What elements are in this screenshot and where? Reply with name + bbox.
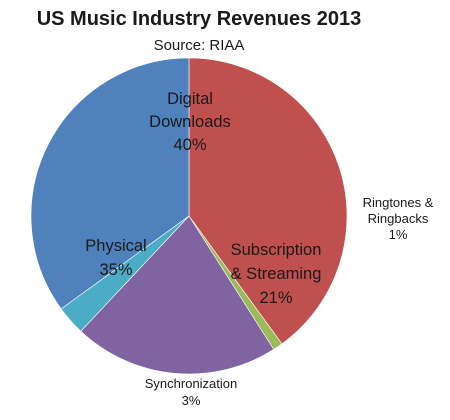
slice-name-label: Physical bbox=[85, 237, 146, 255]
slice-label-physical: Physical 35% bbox=[85, 237, 146, 279]
slice-label-subscription-and-streaming: Subscription & Streaming 21% bbox=[231, 241, 322, 307]
slice-label-digital-downloads: Digital Downloads 40% bbox=[149, 90, 231, 154]
pie-slice-subscription-and-streaming bbox=[80, 215, 275, 375]
chart-title: US Music Industry Revenues 2013 bbox=[37, 8, 362, 30]
pie-slice-physical bbox=[30, 57, 190, 310]
slice-name-label: & Streaming bbox=[231, 265, 322, 283]
slice-name-label: Digital bbox=[167, 90, 213, 108]
slice-name-label: Ringbacks bbox=[368, 211, 429, 226]
slice-name-label: Ringtones & bbox=[363, 195, 434, 210]
slice-label-ringtones-and-ringbacks: Ringtones & Ringbacks 1% bbox=[363, 195, 434, 242]
slice-value-label: 3% bbox=[182, 393, 201, 408]
slice-value-label: 40% bbox=[173, 136, 206, 154]
slice-value-label: 1% bbox=[389, 227, 408, 242]
slice-name-label: Subscription bbox=[231, 241, 322, 259]
pie-slices bbox=[30, 57, 348, 375]
pie-labels: Digital Downloads 40% Ringtones & Ringbacks 1… bbox=[85, 90, 433, 408]
slice-label-synchronization: Synchronization 3% bbox=[145, 376, 238, 408]
pie-slice-digital-downloads bbox=[188, 57, 348, 345]
slice-name-label: Synchronization bbox=[145, 376, 238, 391]
slice-value-label: 21% bbox=[259, 289, 292, 307]
slice-value-label: 35% bbox=[99, 261, 132, 279]
chart-subtitle: Source: RIAA bbox=[154, 37, 245, 54]
slice-name-label: Downloads bbox=[149, 113, 231, 131]
